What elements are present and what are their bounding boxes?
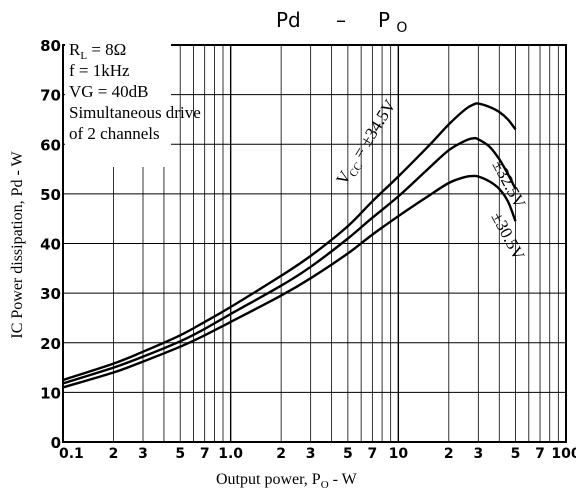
curves (62, 102, 517, 389)
x-tick-label: 5 (343, 446, 353, 462)
x-tick-label: 3 (473, 446, 483, 462)
y-tick-label: 30 (40, 285, 61, 303)
chart-title: Pd – P O (276, 8, 407, 36)
condition-line: RL = 8Ω (69, 40, 126, 62)
title-sub: O (396, 20, 407, 36)
y-tick-label: 50 (40, 186, 61, 204)
x-tick-label: 0.1 (59, 446, 84, 462)
x-tick-label: 2 (109, 446, 119, 462)
y-tick-label: 10 (40, 384, 61, 402)
condition-line: of 2 channels (69, 124, 160, 143)
curve-labels: VCC = ±34.5V±32.5V±30.5V (332, 96, 529, 264)
y-axis-label: IC Power dissipation, Pd - W (9, 150, 26, 338)
series-line (62, 102, 517, 382)
x-tick-label: 2 (444, 446, 454, 462)
condition-line: Simultaneous drive (69, 103, 201, 122)
x-tick-label: 7 (535, 446, 545, 462)
condition-line: VG = 40dB (69, 82, 148, 101)
series-label: ±30.5V (487, 209, 528, 264)
series-label: VCC = ±34.5V (332, 96, 402, 190)
y-tick-label: 0 (51, 434, 61, 452)
conditions-text: RL = 8Ωf = 1kHz VG = 40dB Simultaneous dri… (69, 40, 201, 143)
series-line (62, 136, 517, 385)
y-tick-label: 60 (40, 136, 61, 154)
grid (63, 45, 566, 442)
x-tick-label: 1.0 (218, 446, 243, 462)
x-tick-label: 5 (511, 446, 521, 462)
x-tick-labels: 0.1 2 3 5 7 1.0 2 3 5 7 10 2 3 5 7 100 (59, 446, 576, 462)
condition-line: f = 1kHz (69, 61, 130, 80)
x-tick-label: 100 (551, 446, 576, 462)
x-axis-label: Output power, PO - W (216, 471, 358, 491)
x-tick-label: 3 (138, 446, 148, 462)
y-tick-label: 40 (40, 236, 61, 254)
y-tick-label: 80 (40, 37, 61, 55)
title-dash: – (336, 8, 346, 32)
x-tick-label: 3 (306, 446, 316, 462)
y-tick-label: 70 (40, 87, 61, 105)
x-tick-label: 10 (389, 446, 409, 462)
title-p: P (378, 8, 390, 32)
y-tick-label: 20 (40, 335, 61, 353)
title-pd: Pd (276, 8, 301, 32)
series-line (62, 174, 517, 389)
x-tick-label: 7 (367, 446, 377, 462)
x-tick-label: 2 (276, 446, 286, 462)
x-tick-label: 5 (175, 446, 185, 462)
conditions-box (65, 36, 171, 167)
y-tick-labels: 0 10 20 30 40 50 60 70 80 (40, 37, 61, 452)
x-tick-label: 7 (200, 446, 210, 462)
